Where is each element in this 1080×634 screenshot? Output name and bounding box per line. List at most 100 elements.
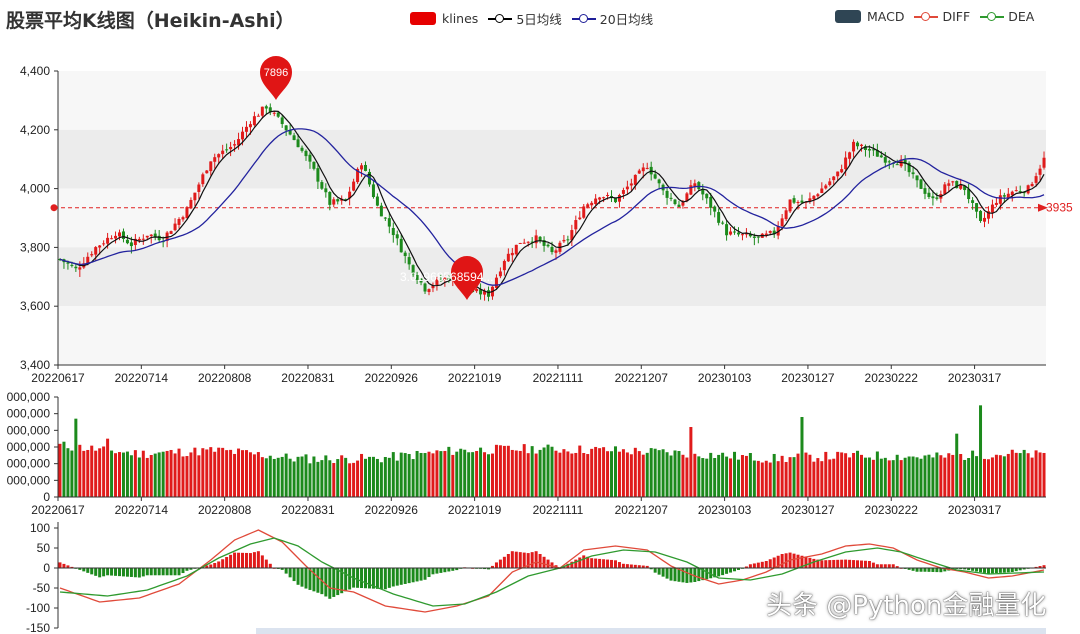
annotations: 7896 3.01968568594...: [260, 56, 493, 300]
volume-bar: [129, 455, 133, 497]
candle-body: [78, 267, 82, 270]
volume-bar: [915, 457, 919, 497]
volume-bar: [804, 452, 808, 497]
candle-body: [280, 117, 284, 125]
volume-bar: [98, 448, 102, 497]
volume-bar: [102, 446, 106, 497]
macd-bar: [205, 565, 209, 568]
volume-bar: [467, 452, 471, 497]
macd-bar: [129, 568, 133, 577]
macd-bar: [744, 566, 748, 568]
legend-item-dea[interactable]: DEA: [980, 9, 1034, 24]
price-x-tick-label: 20221019: [448, 371, 502, 385]
candle-body: [752, 236, 756, 238]
candle-body: [840, 169, 844, 173]
candle-body: [197, 184, 201, 192]
macd-bar: [939, 568, 943, 573]
legend-label-dea: DEA: [1008, 9, 1035, 24]
candle-body: [736, 232, 740, 235]
macd-bar: [764, 561, 768, 568]
candle-body: [217, 154, 221, 158]
volume-bar: [784, 461, 788, 497]
macd-bar: [498, 559, 502, 568]
macd-bar: [736, 568, 740, 570]
legend-item-ma5[interactable]: 5日均线: [488, 9, 562, 28]
legend-item-diff[interactable]: DIFF: [914, 9, 970, 24]
macd-bar: [895, 566, 899, 568]
candle-body: [506, 253, 510, 262]
volume-bar: [963, 459, 967, 497]
volume-bar: [693, 453, 697, 497]
macd-bar: [502, 556, 506, 568]
candle-body: [669, 197, 673, 199]
macd-bar: [887, 564, 891, 568]
macd-bar: [641, 565, 645, 568]
volume-bar: [264, 458, 268, 497]
candle-body: [149, 234, 153, 236]
volume-bar: [740, 455, 744, 497]
candle-body: [832, 176, 836, 181]
macd-bar: [1022, 568, 1026, 570]
candle-body: [685, 193, 689, 202]
volume-bar: [344, 457, 348, 497]
volume-bar: [911, 456, 915, 497]
legend-item-macd[interactable]: MACD: [835, 9, 904, 24]
candle-body: [264, 106, 268, 109]
candle-body: [510, 252, 514, 256]
macd-bar: [796, 554, 800, 568]
dea-line: [59, 537, 1045, 607]
macd-bar: [443, 568, 447, 573]
volume-x-tick-label: 20220831: [281, 503, 335, 517]
candle-body: [780, 218, 784, 227]
macd-bar: [58, 562, 62, 568]
macd-bar: [653, 568, 657, 573]
macd-bar: [697, 568, 701, 582]
candle-body: [641, 167, 645, 172]
volume-bar: [1034, 450, 1038, 497]
legend-item-ma20[interactable]: 20日均线: [571, 9, 653, 28]
candle-body: [836, 171, 840, 177]
volume-bar: [375, 458, 379, 497]
volume-bar: [260, 457, 264, 497]
volume-bar: [530, 446, 534, 497]
volume-bar: [145, 457, 149, 497]
candle-body: [808, 198, 812, 202]
macd-bar: [768, 559, 772, 568]
macd-bar: [102, 568, 106, 577]
candle-body: [986, 211, 990, 219]
volume-bar: [975, 456, 979, 497]
macd-bar: [828, 560, 832, 568]
volume-bar: [276, 457, 280, 497]
candle-body: [919, 179, 923, 189]
volume-bar: [725, 456, 729, 497]
volume-bar: [70, 450, 74, 497]
candle-body: [260, 106, 264, 116]
macd-bar: [883, 564, 887, 568]
candle-body: [423, 283, 427, 292]
candle-body: [729, 231, 733, 235]
macd-bar: [141, 568, 145, 577]
ma5-swatch: [488, 12, 513, 25]
macd-bar: [701, 568, 705, 581]
volume-bar: [1002, 456, 1006, 497]
candle-body: [963, 185, 967, 191]
ma20-line: [59, 128, 1045, 286]
macd-bar: [856, 560, 860, 568]
macd-bar: [649, 568, 653, 570]
candle-body: [356, 168, 360, 183]
candle-body: [744, 233, 748, 235]
diff-line: [59, 529, 1045, 613]
volume-bar: [971, 450, 975, 497]
volume-bar: [697, 456, 701, 497]
markline-arrow: [1038, 203, 1048, 212]
macd-bar: [244, 552, 248, 568]
candle-body: [633, 174, 637, 185]
max-point-pin-label: 7896: [264, 67, 288, 79]
volume-bar: [919, 458, 923, 497]
volume-bar: [62, 441, 66, 497]
legend-item-klines[interactable]: klines: [410, 11, 478, 26]
candle-body: [371, 184, 375, 198]
candle-body: [312, 161, 316, 169]
macd-bar: [490, 565, 494, 568]
